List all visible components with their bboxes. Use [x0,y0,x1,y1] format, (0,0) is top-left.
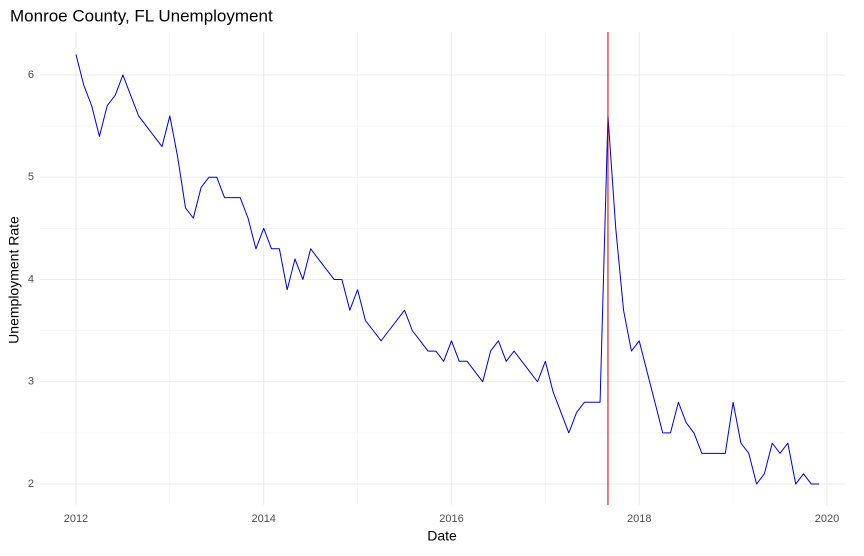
x-tick-label: 2018 [627,513,651,525]
y-tick-label: 5 [28,171,34,183]
chart-title: Monroe County, FL Unemployment [10,6,273,25]
y-tick-label: 4 [28,273,34,285]
y-tick-label: 6 [28,69,34,81]
y-tick-label: 3 [28,376,34,388]
y-axis-title: Unemployment Rate [6,216,22,344]
data-line [75,54,820,485]
y-tick-label: 2 [28,478,34,490]
x-tick-label: 2012 [64,513,88,525]
x-tick-label: 2016 [439,513,463,525]
x-tick-label: 2020 [815,513,839,525]
x-tick-label: 2014 [251,513,275,525]
x-axis-title: Date [427,528,457,544]
